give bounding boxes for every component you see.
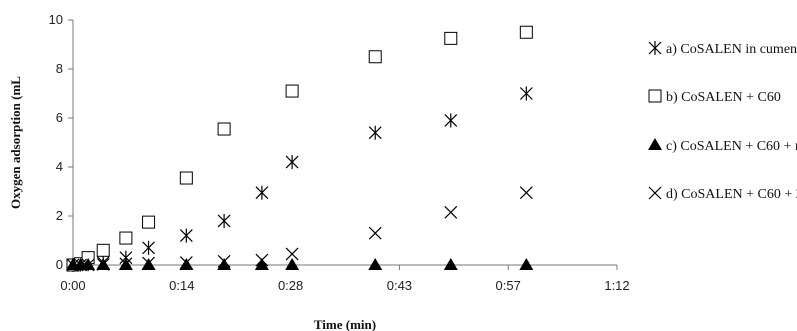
y-tick-label: 6 (56, 110, 63, 125)
y-tick-label: 8 (56, 61, 63, 76)
data-point (254, 258, 269, 270)
data-point (217, 213, 231, 228)
data-point (285, 247, 299, 261)
data-point (217, 254, 231, 268)
x-tick-label: 0:00 (60, 278, 85, 293)
legend-label: b) CoSALEN + C60 (666, 90, 781, 105)
data-point (519, 25, 533, 39)
data-point (119, 257, 133, 271)
data-point (368, 125, 382, 140)
y-axis-title: Oxygen adsorption (mL (8, 76, 23, 209)
legend-marker (648, 186, 662, 200)
legend-label: c) CoSALEN + C60 + nonylamine (666, 139, 797, 154)
legend-marker (648, 41, 662, 55)
data-point (142, 215, 156, 229)
data-point (81, 258, 95, 272)
data-point (285, 84, 299, 98)
data-point (96, 243, 110, 257)
plot-area (66, 25, 534, 272)
data-point (368, 258, 383, 270)
data-point (179, 171, 193, 185)
x-tick-label: 0:57 (496, 278, 521, 293)
x-axis-title: Time (min) (314, 317, 376, 331)
data-point (179, 256, 193, 269)
data-point (119, 231, 133, 245)
data-point (217, 258, 232, 270)
data-point (179, 258, 194, 270)
data-point (444, 205, 458, 219)
y-tick-label: 2 (56, 208, 63, 223)
legend-label: d) CoSALEN + C60 + 2-methylpyridine (666, 187, 797, 202)
legend-marker (648, 89, 662, 103)
data-point (444, 31, 458, 45)
data-point (142, 256, 155, 270)
axes: 0 2 4 6 8 10 0:00 0:14 0:28 0:43 0:57 1:12 (49, 12, 630, 293)
data-point (285, 258, 300, 270)
x-tick-label: 0:43 (387, 278, 412, 293)
series-asterisk (66, 86, 533, 272)
y-tick-label: 0 (56, 257, 63, 272)
x-tick-label: 0:14 (169, 278, 194, 293)
data-point (255, 253, 269, 267)
data-point (519, 186, 533, 200)
data-point (142, 240, 155, 255)
legend-marker (648, 138, 662, 150)
data-point (255, 185, 269, 200)
data-point (519, 258, 534, 270)
data-point (285, 155, 299, 170)
data-point (96, 258, 110, 271)
series-square (66, 25, 533, 272)
x-tick-label: 0:28 (278, 278, 303, 293)
legend: a) CoSALEN in cumene b) CoSALEN + C60 c) C… (648, 41, 797, 202)
data-point (368, 226, 382, 240)
data-point (179, 228, 193, 243)
data-point (443, 258, 458, 270)
data-point (519, 86, 533, 101)
series-triangle (66, 258, 534, 270)
data-point (81, 258, 96, 270)
y-tick-label: 4 (56, 159, 63, 174)
data-point (217, 122, 231, 136)
legend-label: a) CoSALEN in cumene (666, 42, 797, 57)
data-point (368, 50, 382, 64)
series-x (66, 186, 533, 272)
x-tick-label: 1:12 (604, 278, 629, 293)
y-tick-label: 10 (49, 12, 63, 27)
data-point (444, 113, 458, 128)
